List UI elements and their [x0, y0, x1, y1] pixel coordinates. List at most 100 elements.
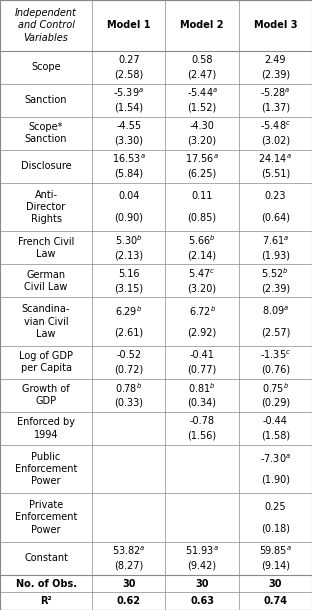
- Text: Log of GDP
per Capita: Log of GDP per Capita: [19, 351, 73, 373]
- Text: 0.81$^{\mathit{b}}$: 0.81$^{\mathit{b}}$: [188, 381, 216, 395]
- Text: (2.39): (2.39): [261, 70, 290, 79]
- Text: 0.78$^{\mathit{b}}$: 0.78$^{\mathit{b}}$: [115, 381, 142, 395]
- Text: Independent
and Control
Variables: Independent and Control Variables: [15, 8, 77, 43]
- Text: (0.33): (0.33): [114, 398, 143, 407]
- Text: (0.72): (0.72): [114, 365, 143, 375]
- Text: Model 1: Model 1: [107, 20, 150, 31]
- Text: 5.47$^{\mathit{c}}$: 5.47$^{\mathit{c}}$: [188, 267, 216, 280]
- Text: (9.14): (9.14): [261, 561, 290, 570]
- Text: (0.29): (0.29): [261, 398, 290, 407]
- Text: (3.20): (3.20): [188, 283, 217, 293]
- Text: 5.30$^{\mathit{b}}$: 5.30$^{\mathit{b}}$: [115, 234, 143, 248]
- Text: (1.56): (1.56): [188, 431, 217, 440]
- Text: Disclosure: Disclosure: [21, 161, 71, 171]
- Text: (3.15): (3.15): [114, 283, 143, 293]
- Text: 6.72$^{\mathit{b}}$: 6.72$^{\mathit{b}}$: [188, 304, 216, 318]
- Text: -5.39$^{\mathit{a}}$: -5.39$^{\mathit{a}}$: [113, 87, 144, 99]
- Text: 5.66$^{\mathit{b}}$: 5.66$^{\mathit{b}}$: [188, 234, 216, 248]
- Text: Sanction: Sanction: [25, 95, 67, 106]
- Text: 0.75$^{\mathit{b}}$: 0.75$^{\mathit{b}}$: [262, 381, 289, 395]
- Text: (5.84): (5.84): [114, 168, 143, 179]
- Text: (2.39): (2.39): [261, 283, 290, 293]
- Text: 0.62: 0.62: [117, 596, 141, 606]
- Text: -4.55: -4.55: [116, 121, 141, 131]
- Text: (0.77): (0.77): [188, 365, 217, 375]
- Text: (2.61): (2.61): [114, 327, 143, 337]
- Text: Scope*
Sanction: Scope* Sanction: [25, 122, 67, 145]
- Text: (5.51): (5.51): [261, 168, 290, 179]
- Text: Scandina-
vian Civil
Law: Scandina- vian Civil Law: [22, 304, 70, 339]
- Text: -5.28$^{\mathit{a}}$: -5.28$^{\mathit{a}}$: [260, 87, 290, 99]
- Text: 0.74: 0.74: [263, 596, 287, 606]
- Text: (0.34): (0.34): [188, 398, 217, 407]
- Text: Scope: Scope: [31, 62, 61, 72]
- Text: 24.14$^{\mathit{a}}$: 24.14$^{\mathit{a}}$: [258, 153, 292, 165]
- Text: -0.52: -0.52: [116, 350, 141, 360]
- Text: (2.58): (2.58): [114, 70, 143, 79]
- Text: No. of Obs.: No. of Obs.: [16, 578, 76, 589]
- Text: 0.63: 0.63: [190, 596, 214, 606]
- Text: 16.53$^{\mathit{a}}$: 16.53$^{\mathit{a}}$: [112, 153, 146, 165]
- Text: 7.61$^{\mathit{a}}$: 7.61$^{\mathit{a}}$: [261, 234, 289, 246]
- Text: -5.44$^{\mathit{a}}$: -5.44$^{\mathit{a}}$: [187, 87, 217, 99]
- Text: Enforced by
1994: Enforced by 1994: [17, 417, 75, 440]
- Text: (2.13): (2.13): [114, 250, 143, 260]
- Text: Private
Enforcement
Power: Private Enforcement Power: [15, 500, 77, 535]
- Text: -5.48$^{\mathit{c}}$: -5.48$^{\mathit{c}}$: [260, 120, 291, 132]
- Text: (0.90): (0.90): [114, 213, 143, 223]
- Text: (2.57): (2.57): [261, 327, 290, 337]
- Text: French Civil
Law: French Civil Law: [18, 237, 74, 259]
- Text: 0.23: 0.23: [265, 192, 286, 201]
- Text: (3.20): (3.20): [188, 135, 217, 146]
- Text: -0.44: -0.44: [263, 416, 288, 426]
- Text: 59.85$^{\mathit{a}}$: 59.85$^{\mathit{a}}$: [259, 545, 292, 557]
- Text: (1.54): (1.54): [114, 102, 143, 112]
- Text: Anti-
Director
Rights: Anti- Director Rights: [27, 190, 66, 224]
- Text: Constant: Constant: [24, 553, 68, 563]
- Text: Model 3: Model 3: [254, 20, 297, 31]
- Text: 5.52$^{\mathit{b}}$: 5.52$^{\mathit{b}}$: [261, 267, 289, 281]
- Text: (3.30): (3.30): [114, 135, 143, 146]
- Text: (6.25): (6.25): [188, 168, 217, 179]
- Text: (2.14): (2.14): [188, 250, 217, 260]
- Text: 0.04: 0.04: [118, 192, 139, 201]
- Text: 51.93$^{\mathit{a}}$: 51.93$^{\mathit{a}}$: [185, 545, 219, 557]
- Text: 30: 30: [195, 578, 209, 589]
- Text: 0.58: 0.58: [191, 55, 213, 65]
- Text: 0.27: 0.27: [118, 55, 139, 65]
- Text: 0.11: 0.11: [191, 192, 213, 201]
- Text: (3.02): (3.02): [261, 135, 290, 146]
- Text: (0.76): (0.76): [261, 365, 290, 375]
- Text: -4.30: -4.30: [190, 121, 214, 131]
- Text: (2.92): (2.92): [188, 327, 217, 337]
- Text: (1.52): (1.52): [188, 102, 217, 112]
- Text: R²: R²: [40, 596, 52, 606]
- Text: -0.41: -0.41: [190, 350, 214, 360]
- Text: 2.49: 2.49: [265, 55, 286, 65]
- Text: -1.35$^{\mathit{c}}$: -1.35$^{\mathit{c}}$: [260, 349, 291, 361]
- Text: 5.16: 5.16: [118, 268, 139, 279]
- Text: -7.30$^{\mathit{a}}$: -7.30$^{\mathit{a}}$: [260, 452, 291, 465]
- Text: 17.56$^{\mathit{a}}$: 17.56$^{\mathit{a}}$: [185, 153, 219, 165]
- Text: (1.58): (1.58): [261, 431, 290, 440]
- Text: Growth of
GDP: Growth of GDP: [22, 384, 70, 406]
- Text: 8.09$^{\mathit{a}}$: 8.09$^{\mathit{a}}$: [261, 304, 289, 317]
- Text: Public
Enforcement
Power: Public Enforcement Power: [15, 451, 77, 486]
- Text: (2.47): (2.47): [188, 70, 217, 79]
- Text: 53.82$^{\mathit{a}}$: 53.82$^{\mathit{a}}$: [112, 545, 145, 557]
- Text: Model 2: Model 2: [180, 20, 224, 31]
- Text: German
Civil Law: German Civil Law: [24, 270, 68, 292]
- Text: 30: 30: [122, 578, 135, 589]
- Text: (1.37): (1.37): [261, 102, 290, 112]
- Text: (9.42): (9.42): [188, 561, 217, 570]
- Text: 30: 30: [269, 578, 282, 589]
- Text: (0.85): (0.85): [188, 213, 217, 223]
- Text: (1.93): (1.93): [261, 250, 290, 260]
- Text: 6.29$^{\mathit{b}}$: 6.29$^{\mathit{b}}$: [115, 304, 142, 318]
- Text: (0.64): (0.64): [261, 213, 290, 223]
- Text: 0.25: 0.25: [265, 502, 286, 512]
- Text: (0.18): (0.18): [261, 523, 290, 533]
- Text: -0.78: -0.78: [189, 416, 215, 426]
- Text: (1.90): (1.90): [261, 475, 290, 485]
- Text: (8.27): (8.27): [114, 561, 143, 570]
